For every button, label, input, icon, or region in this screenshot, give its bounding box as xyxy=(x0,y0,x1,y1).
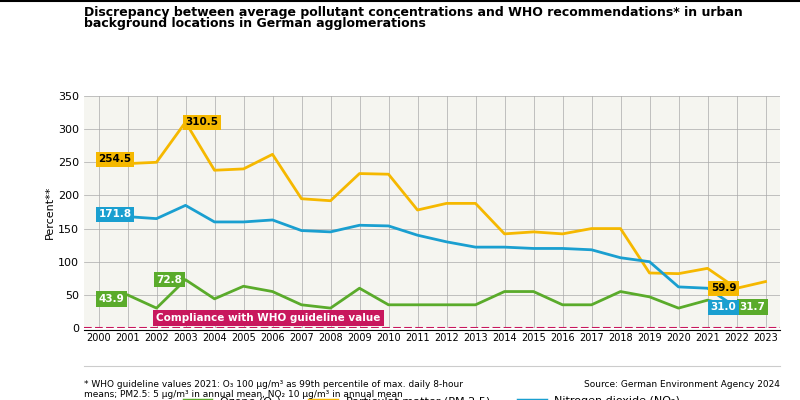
Text: 31.0: 31.0 xyxy=(710,302,737,312)
Y-axis label: Percent**: Percent** xyxy=(46,185,55,239)
Legend: Ozone (O₃), Particulat matter (PM 2.5), Nitrogen dioxide (NO₂): Ozone (O₃), Particulat matter (PM 2.5), … xyxy=(179,392,685,400)
Text: 31.7: 31.7 xyxy=(740,302,766,312)
Text: Compliance with WHO guideline value: Compliance with WHO guideline value xyxy=(157,313,381,323)
Text: background locations in German agglomerations: background locations in German agglomera… xyxy=(84,17,426,30)
Text: Source: German Environment Agency 2024: Source: German Environment Agency 2024 xyxy=(584,380,780,389)
Text: 254.5: 254.5 xyxy=(98,154,132,164)
Text: 59.9: 59.9 xyxy=(711,283,737,293)
Text: 310.5: 310.5 xyxy=(186,117,218,127)
Text: 43.9: 43.9 xyxy=(98,294,124,304)
Text: 171.8: 171.8 xyxy=(98,209,132,219)
Text: * WHO guideline values 2021: O₃ 100 μg/m³ as 99th percentile of max. daily 8-hou: * WHO guideline values 2021: O₃ 100 μg/m… xyxy=(84,380,463,399)
Text: 72.8: 72.8 xyxy=(157,275,182,285)
Text: Discrepancy between average pollutant concentrations and WHO recommendations* in: Discrepancy between average pollutant co… xyxy=(84,6,742,19)
